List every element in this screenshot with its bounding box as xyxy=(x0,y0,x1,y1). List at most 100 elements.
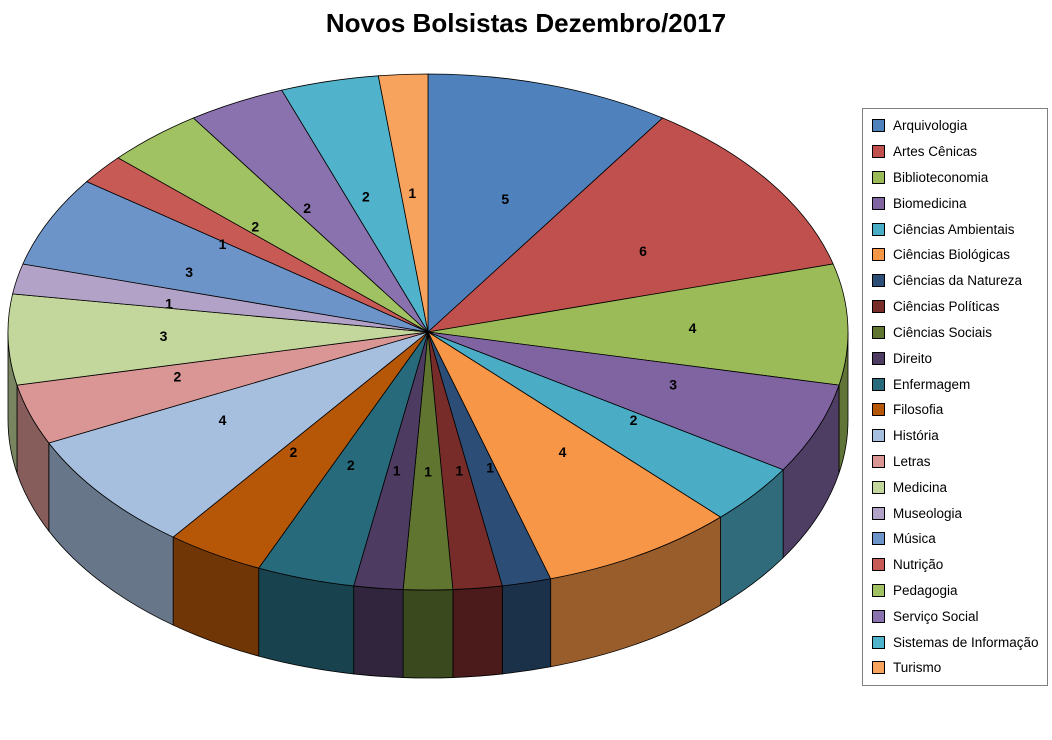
pie-slice xyxy=(377,73,429,333)
legend-item: Medicina xyxy=(872,474,1045,500)
legend-label: Medicina xyxy=(893,479,948,495)
legend-label: Nutrição xyxy=(893,557,944,573)
legend-label: Ciências Biológicas xyxy=(893,247,1011,263)
legend-swatch xyxy=(872,558,885,572)
legend-label: História xyxy=(893,428,939,444)
legend-swatch xyxy=(872,635,885,649)
legend-label: Ciências Sociais xyxy=(893,324,993,340)
pie-slice xyxy=(427,330,722,580)
legend-label: Ciências Políticas xyxy=(893,299,1000,315)
slice-value-label: 1 xyxy=(393,462,401,478)
pie-rim xyxy=(402,589,454,679)
legend-item: Enfermagem xyxy=(872,371,1045,397)
slice-value-label: 1 xyxy=(455,462,463,478)
pie-slice xyxy=(48,331,429,538)
legend-swatch xyxy=(872,377,885,391)
slice-value-label: 2 xyxy=(347,457,355,473)
legend-item: Música xyxy=(872,526,1045,552)
legend-swatch xyxy=(872,661,885,675)
legend-item: Ciências Ambientais xyxy=(872,216,1045,242)
legend-item: Nutrição xyxy=(872,552,1045,578)
slice-value-label: 2 xyxy=(290,444,298,460)
legend-item: Turismo xyxy=(872,655,1045,681)
legend-swatch xyxy=(872,403,885,417)
legend-item: Biblioteconomia xyxy=(872,165,1045,191)
slice-value-label: 4 xyxy=(219,412,227,428)
legend-swatch xyxy=(872,300,885,314)
slice-value-label: 2 xyxy=(362,189,370,205)
slice-value-label: 4 xyxy=(689,320,697,336)
legend-swatch xyxy=(872,145,885,159)
legend-label: Sistemas de Informação xyxy=(893,634,1039,650)
pie-slice xyxy=(427,263,849,386)
pie-rim xyxy=(501,578,552,675)
slice-value-label: 2 xyxy=(251,218,259,234)
legend-item: Ciências da Natureza xyxy=(872,268,1045,294)
chart-legend: Arquivologia Artes Cênicas Biblioteconomia… xyxy=(862,108,1048,686)
legend-label: Ciências Ambientais xyxy=(893,221,1015,237)
legend-swatch xyxy=(872,454,885,468)
legend-item: Serviço Social xyxy=(872,603,1045,629)
pie-rim xyxy=(353,585,404,678)
legend-label: Pedagogia xyxy=(893,583,958,599)
legend-item: Sistemas de Informação xyxy=(872,629,1045,655)
legend-item: História xyxy=(872,423,1045,449)
chart-title: Novos Bolsistas Dezembro/2017 xyxy=(325,8,727,38)
legend-item: Arquivologia xyxy=(872,113,1045,139)
legend-swatch xyxy=(872,480,885,494)
slice-value-label: 2 xyxy=(630,412,638,428)
legend-swatch xyxy=(872,196,885,210)
legend-swatch xyxy=(872,429,885,443)
legend-label: Filosofia xyxy=(893,402,944,418)
legend-swatch xyxy=(872,248,885,262)
slice-value-label: 2 xyxy=(303,200,311,216)
slice-value-label: 2 xyxy=(173,369,181,385)
legend-swatch xyxy=(872,584,885,598)
legend-label: Artes Cênicas xyxy=(893,144,978,160)
pie-rim xyxy=(452,585,503,678)
legend-label: Serviço Social xyxy=(893,608,979,624)
legend-label: Turismo xyxy=(893,660,942,676)
legend-label: Museologia xyxy=(893,505,963,521)
legend-label: Enfermagem xyxy=(893,376,971,392)
slice-value-label: 1 xyxy=(486,459,494,475)
pie-slice xyxy=(22,181,429,333)
legend-swatch xyxy=(872,609,885,623)
pie-slice xyxy=(7,293,429,386)
pie-slice xyxy=(427,73,664,333)
legend-item: Direito xyxy=(872,345,1045,371)
legend-swatch xyxy=(872,222,885,236)
legend-item: Pedagogia xyxy=(872,578,1045,604)
legend-item: Artes Cênicas xyxy=(872,139,1045,165)
pie-slice xyxy=(427,331,840,471)
slice-value-label: 3 xyxy=(160,328,168,344)
legend-swatch xyxy=(872,351,885,365)
legend-item: Ciências Sociais xyxy=(872,320,1045,346)
legend-label: Letras xyxy=(893,453,931,469)
slice-value-label: 1 xyxy=(165,295,173,311)
legend-swatch xyxy=(872,274,885,288)
slice-value-label: 1 xyxy=(219,236,227,252)
legend-swatch xyxy=(872,532,885,546)
slice-value-label: 4 xyxy=(559,444,567,460)
slice-value-label: 5 xyxy=(501,191,509,207)
legend-label: Biomedicina xyxy=(893,195,967,211)
slice-value-label: 3 xyxy=(669,376,677,392)
legend-label: Direito xyxy=(893,350,933,366)
slice-value-label: 1 xyxy=(424,463,432,479)
legend-item: Filosofia xyxy=(872,397,1045,423)
legend-swatch xyxy=(872,506,885,520)
slice-value-label: 3 xyxy=(185,264,193,280)
legend-label: Arquivologia xyxy=(893,118,968,134)
legend-item: Museologia xyxy=(872,500,1045,526)
legend-item: Biomedicina xyxy=(872,190,1045,216)
legend-item: Ciências Políticas xyxy=(872,294,1045,320)
slice-value-label: 1 xyxy=(408,185,416,201)
legend-label: Biblioteconomia xyxy=(893,170,989,186)
legend-item: Letras xyxy=(872,449,1045,475)
legend-label: Ciências da Natureza xyxy=(893,273,1023,289)
legend-label: Música xyxy=(893,531,936,547)
slice-value-label: 6 xyxy=(639,243,647,259)
